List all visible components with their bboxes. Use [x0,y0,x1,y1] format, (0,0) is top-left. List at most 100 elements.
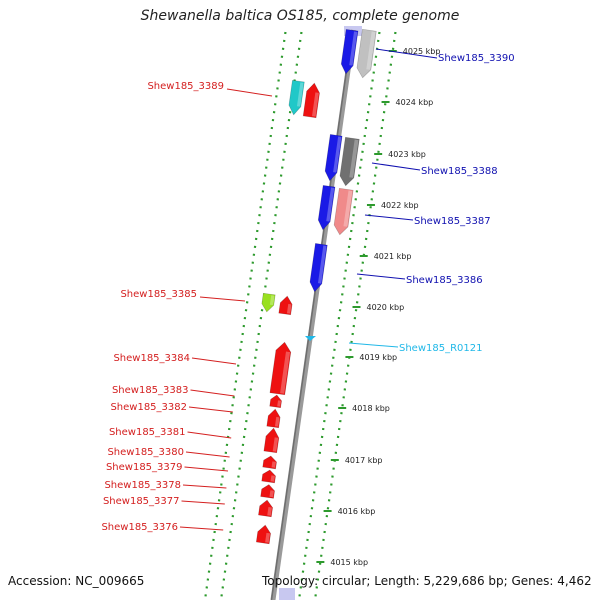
callout-Shew185_3376-leader [179,526,224,531]
tick-label: 4020 kbp [366,303,404,312]
frame-dotted-line-outer-left [204,31,287,599]
gene-Shew185_3384-highlight [280,351,291,394]
callout-Shew185_3383-label: Shew185_3383 [112,385,189,396]
gene-Shew185_3380-body [262,455,277,470]
tick-label: 4016 kbp [338,507,376,516]
gene-Shew185_3380-highlight [271,461,276,468]
gene-Shew185_3386 [309,243,328,293]
gene-Shew185_3379-highlight [270,475,275,482]
gene-blue-upper-highlight [333,136,342,173]
callout-3389-label: Shew185_3389 [147,81,224,92]
genome-backbone-shadow [270,29,353,600]
gene-Shew185_3387 [333,187,354,236]
gene-Shew185_3378-body [260,484,275,499]
gene-Shew185_3388-highlight [349,139,359,178]
gene-Shew185_3389-body [288,79,305,116]
callout-Shew185_3379-label: Shew185_3379 [106,462,183,473]
tick-label: 4019 kbp [359,353,397,362]
gene-Shew185_3382-body [266,408,281,429]
gene-blue-upper [324,134,343,182]
gene-Shew185_3385-highlight [269,295,275,306]
gene-Shew185_3377-body [258,499,273,518]
tick-label: 4015 kbp [330,558,368,567]
gene-Shew185_3377 [258,499,273,518]
gene-Shew185_3383-highlight [277,400,282,407]
callout-R0121-leader [348,342,399,348]
gene-blue-top-highlight [349,31,358,66]
gene-Shew185_3377-highlight [267,507,272,516]
gene-Shew185_3378-highlight [269,490,274,498]
gene-Shew185_3381-highlight [272,437,279,452]
callout-Shew185_3382-leader [188,406,233,413]
gene-Shew185_3389 [288,79,305,116]
gene-Shew185_3379 [261,469,276,484]
callout-Shew185_3380-leader [185,451,230,458]
gene-Shew185_3390 [356,28,377,79]
callout-Shew185_3380-label: Shew185_3380 [107,447,184,458]
gene-blue-top [340,29,359,75]
callout-Shew185_3381-leader [187,431,232,439]
callout-Shew185_3376-label: Shew185_3376 [101,522,178,533]
gene-Shew185_3376-highlight [265,532,270,543]
gene-Shew185_3387-body [333,187,354,236]
gene-Shew185_3379-body [261,469,276,484]
tick-label: 4017 kbp [345,456,383,465]
gene-red-near-3385-body [278,295,293,316]
tick-label: 4024 kbp [396,98,434,107]
genome-backbone-line [270,29,357,600]
gene-Shew185_3380 [262,455,277,470]
map-title: Shewanella baltica OS185, complete genom… [140,8,460,24]
callout-3388-leader [371,162,421,171]
callout-3385-leader [199,296,246,302]
gene-Shew185_3382 [266,408,281,429]
callout-Shew185_3381-label: Shew185_3381 [109,427,186,438]
gene-Shew185_3388-body [339,136,360,187]
gene-Shew185_3384-body [269,341,292,396]
gene-Shew185_3385-body [261,292,276,313]
callout-3390-label: Shew185_3390 [438,53,515,64]
callout-3387-leader [364,214,414,221]
gene-blue-mid-highlight [326,187,335,222]
tick-label: 4021 kbp [374,252,412,261]
callout-3389-leader [226,88,273,97]
gene-Shew185_3382-highlight [274,416,280,427]
tick-label: 4022 kbp [381,201,419,210]
gene-red-near-3389 [302,82,320,119]
callout-R0121-label: Shew185_R0121 [399,343,483,354]
callout-Shew185_3379-leader [184,466,229,472]
gene-Shew185_3388 [339,136,360,187]
callout-3386-leader [356,273,406,280]
gene-Shew185_3390-highlight [366,31,376,70]
topology-text: Topology: circular; Length: 5,229,686 bp… [262,574,592,588]
gene-blue-mid [317,185,336,231]
backbone-bottom-block [279,588,295,600]
callout-Shew185_3378-leader [182,484,227,489]
gene-Shew185_3384 [269,341,292,396]
callout-3388-label: Shew185_3388 [421,166,498,177]
gene-Shew185_R0121 [305,336,316,341]
callout-3386-label: Shew185_3386 [406,275,483,286]
gene-Shew185_3381 [263,427,280,454]
gene-Shew185_3378 [260,484,275,499]
gene-Shew185_3383 [269,394,282,409]
callout-3385-label: Shew185_3385 [120,289,197,300]
gene-Shew185_3385 [261,292,276,313]
callout-Shew185_3378-label: Shew185_3378 [104,480,181,491]
gene-Shew185_3389-highlight [296,82,304,107]
gene-blue-top-body [340,29,359,75]
gene-red-near-3389-body [302,82,320,119]
gene-Shew185_3376 [255,524,271,545]
tick-label: 4025 kbp [403,47,441,56]
gene-blue-upper-body [324,134,343,182]
accession-text: Accession: NC_009665 [8,574,145,588]
callout-Shew185_3377-label: Shew185_3377 [103,496,180,507]
gene-Shew185_3386-body [309,243,328,293]
callout-Shew185_3377-leader [181,500,225,505]
callout-Shew185_3384-leader [191,357,237,365]
gene-red-near-3385 [278,295,293,316]
gene-Shew185_3387-highlight [343,190,353,227]
callout-3390-leader [375,48,438,59]
gene-red-near-3389-highlight [312,92,319,117]
